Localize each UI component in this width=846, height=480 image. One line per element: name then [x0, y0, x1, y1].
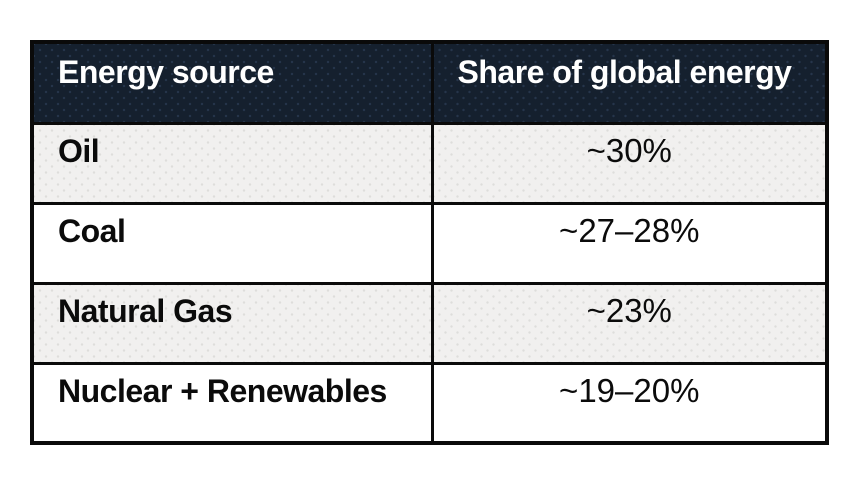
cell-share-natural-gas: ~23% [430, 281, 829, 365]
cell-source-coal: Coal [30, 201, 434, 285]
cell-source-natural-gas: Natural Gas [30, 281, 434, 365]
table-header-row: Energy source Share of global energy [30, 40, 829, 125]
cell-share-oil: ~30% [430, 121, 829, 205]
cell-share-nuclear-renewables: ~19–20% [430, 361, 829, 445]
cell-source-oil: Oil [30, 121, 434, 205]
table-row-nuclear-renewables: Nuclear + Renewables ~19–20% [30, 361, 829, 445]
column-header-share-of-global-energy: Share of global energy [430, 40, 829, 125]
cell-source-nuclear-renewables: Nuclear + Renewables [30, 361, 434, 445]
table-row-coal: Coal ~27–28% [30, 201, 829, 285]
column-header-energy-source: Energy source [30, 40, 434, 125]
table-row-oil: Oil ~30% [30, 121, 829, 205]
cell-share-coal: ~27–28% [430, 201, 829, 285]
table-row-natural-gas: Natural Gas ~23% [30, 281, 829, 365]
energy-share-table: Energy source Share of global energy Oil… [30, 40, 829, 445]
